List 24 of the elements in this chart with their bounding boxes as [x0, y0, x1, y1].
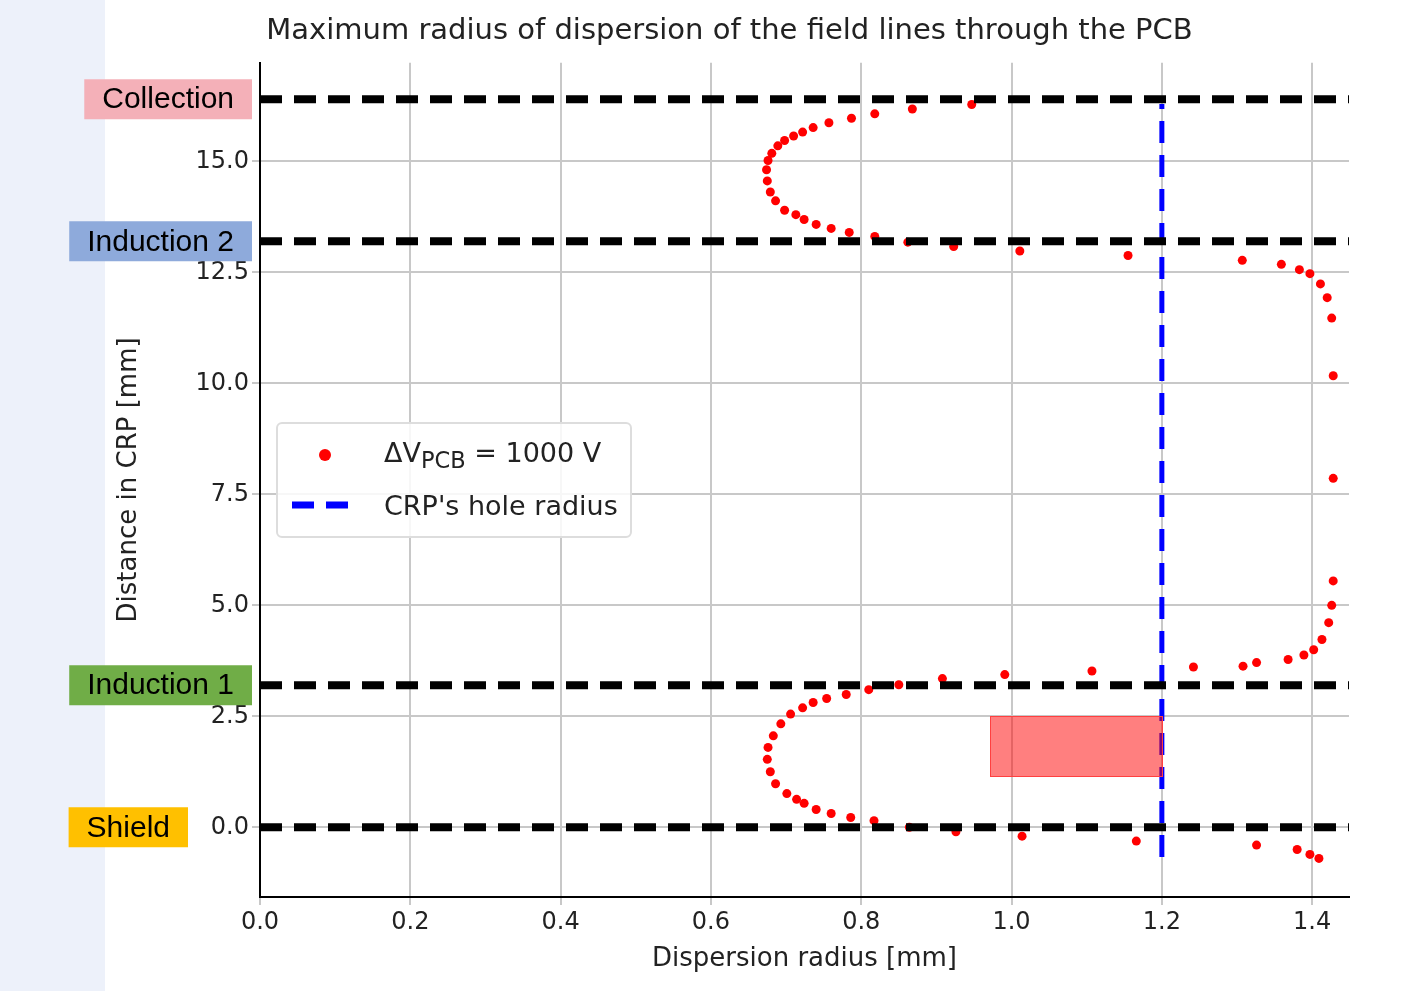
y-axis-title: Distance in CRP [mm] [112, 337, 143, 623]
y-tick-label: 7.5 [210, 478, 249, 507]
x-tick-label: 0.8 [842, 906, 881, 935]
x-tick-label: 0.2 [391, 906, 430, 935]
y-tick-label: 15.0 [195, 145, 249, 174]
legend-label: CRP's hole radius [384, 489, 618, 521]
ref-line-label: Shield [86, 809, 171, 843]
x-tick-label: 0.0 [240, 906, 280, 935]
x-tick-label: 1.4 [1293, 906, 1332, 935]
x-axis-title: Dispersion radius [mm] [652, 942, 957, 973]
x-tick-label: 1.0 [992, 906, 1031, 935]
ref-line-label: Induction 1 [87, 667, 234, 701]
x-tick-label: 0.6 [691, 906, 731, 935]
ref-line-label: Induction 2 [87, 223, 234, 257]
y-tick-label: 10.0 [195, 367, 249, 396]
chart-title: Maximum radius of dispersion of the field lines through the PCB [266, 11, 1193, 46]
y-tick-label: 12.5 [195, 256, 249, 285]
x-tick-label: 0.4 [541, 906, 580, 935]
y-tick-label: 5.0 [210, 589, 249, 618]
ref-line-label: Collection [102, 81, 234, 115]
x-tick-label: 1.2 [1142, 906, 1181, 935]
legend-label: ΔV$_{PCB}$ = 1000 V [384, 436, 602, 474]
y-tick-label: 0.0 [210, 811, 249, 840]
y-tick-label: 2.5 [210, 700, 249, 729]
